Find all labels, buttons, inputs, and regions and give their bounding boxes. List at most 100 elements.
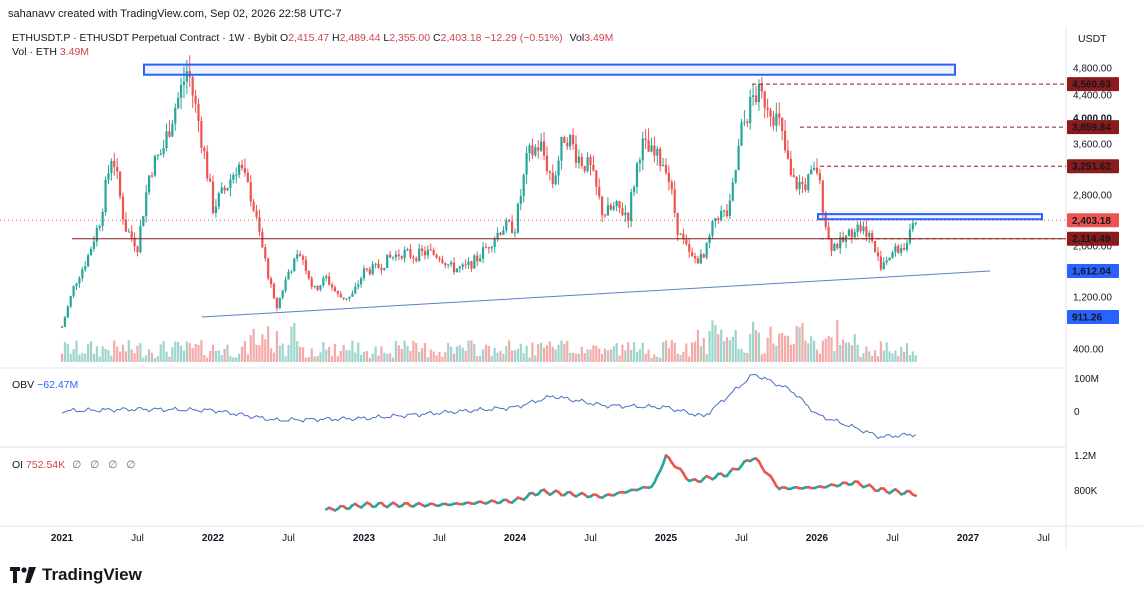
- obv-axis-label: 100M: [1074, 374, 1099, 385]
- candle-body: [542, 141, 546, 156]
- candle-body: [153, 156, 157, 176]
- volume-bar: [789, 344, 792, 362]
- volume-bar: [519, 343, 522, 362]
- candle-body: [786, 150, 790, 159]
- volume-bar: [760, 354, 763, 362]
- candle-body: [618, 200, 621, 209]
- candle-body: [903, 248, 906, 250]
- candle-body: [351, 293, 354, 297]
- volume-bar: [238, 353, 241, 362]
- volume-bar: [354, 352, 357, 362]
- volume-bar: [330, 356, 334, 362]
- candle-body: [812, 167, 816, 170]
- volume-bar: [418, 351, 421, 362]
- candle-body: [702, 254, 705, 258]
- open-value: 2,415.47: [288, 32, 330, 44]
- candle-body: [293, 258, 296, 272]
- candle-body: [801, 182, 804, 185]
- volume-bar: [377, 355, 380, 362]
- volume-bar: [72, 349, 75, 362]
- volume-bar: [583, 353, 586, 362]
- candle-body: [792, 175, 795, 178]
- candle-body: [641, 138, 644, 161]
- candle-body: [310, 278, 313, 287]
- volume-bar: [339, 350, 342, 362]
- candle-body: [650, 145, 653, 152]
- volume-bar: [359, 354, 363, 362]
- candle-body: [635, 163, 639, 187]
- candle-body: [301, 256, 305, 260]
- volume-bar: [833, 351, 836, 362]
- volume-bar: [325, 349, 328, 362]
- volume-bar: [598, 348, 601, 362]
- volume-bar: [496, 352, 499, 362]
- candle-body: [554, 175, 557, 185]
- candle-body: [499, 232, 502, 235]
- x-tick-label: Jul: [735, 533, 748, 544]
- volume-bar: [426, 357, 429, 362]
- candle-body: [69, 295, 72, 307]
- candle-body: [798, 182, 801, 189]
- candle-body: [348, 296, 351, 299]
- volume-bar: [778, 333, 781, 362]
- volume-bar: [313, 356, 316, 362]
- candle-body: [810, 169, 813, 175]
- volume-bar: [766, 337, 769, 362]
- volume-bar: [197, 345, 200, 362]
- candle-body: [647, 140, 650, 152]
- candle-body: [255, 210, 258, 218]
- x-tick-label: Jul: [886, 533, 899, 544]
- candle-body: [720, 210, 723, 220]
- volume-bar: [479, 355, 482, 362]
- candle-body: [252, 201, 255, 211]
- volume-bar: [415, 343, 418, 362]
- candle-body: [194, 95, 197, 104]
- volume-bar: [627, 342, 630, 362]
- volume-bar: [194, 343, 197, 362]
- candle-body: [98, 226, 101, 228]
- volume-bar: [441, 356, 444, 362]
- candle-body: [444, 263, 447, 266]
- candle-body: [673, 189, 676, 213]
- tradingview-logo[interactable]: TradingView: [10, 565, 142, 585]
- volume-bar: [118, 351, 122, 362]
- volume-bar: [528, 357, 531, 362]
- volume-bar: [818, 353, 822, 362]
- volume-bar: [316, 355, 319, 362]
- volume-bar: [601, 353, 604, 362]
- volume-bar: [232, 357, 235, 362]
- volume-bar: [333, 343, 337, 362]
- candle-body: [894, 245, 897, 253]
- candle-body: [409, 249, 412, 258]
- volume-bar: [871, 355, 874, 362]
- volume-bar: [110, 355, 113, 362]
- volume-bar: [371, 353, 374, 362]
- candle-body: [333, 287, 337, 292]
- volume-bar: [728, 340, 731, 362]
- oi-value: 752.54K: [26, 459, 66, 471]
- volume-bar: [217, 350, 220, 362]
- candle-body: [531, 145, 534, 156]
- volume-bar: [476, 356, 479, 362]
- volume-bar: [714, 325, 717, 362]
- candle-body: [232, 174, 235, 180]
- candle-body: [450, 262, 453, 265]
- volume-bar: [191, 348, 194, 362]
- volume-bar: [374, 346, 377, 362]
- price-tag-label: 3,251.62: [1072, 162, 1111, 173]
- y-tick-label: 4,400.00: [1073, 91, 1112, 102]
- candle-body: [203, 147, 206, 152]
- volume-bar: [522, 353, 525, 362]
- volume-bar: [148, 349, 151, 362]
- volume-bar: [717, 333, 720, 362]
- volume-bar: [589, 349, 592, 362]
- candle-body: [403, 249, 406, 259]
- y-tick-label: 2,000.00: [1073, 242, 1112, 253]
- volume-bar: [429, 349, 432, 362]
- volume-bar: [368, 357, 371, 362]
- volume-bar: [345, 350, 348, 362]
- volume-legend: Vol · ETH 3.49M: [12, 46, 89, 58]
- volume-bar: [844, 342, 848, 362]
- volume-bar: [754, 329, 758, 362]
